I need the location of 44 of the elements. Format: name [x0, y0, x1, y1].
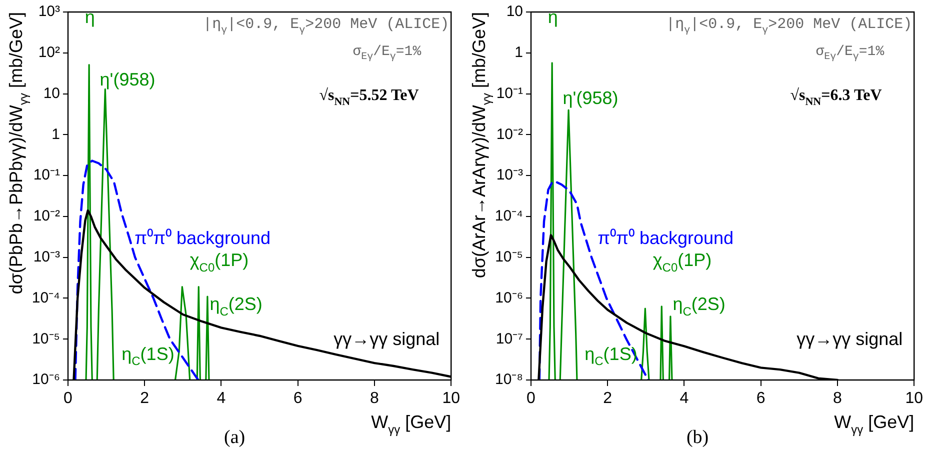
y-tick-label: 10³ [38, 3, 60, 20]
y-tick-label: 10 [43, 84, 60, 102]
y-tick-label: 10⁻⁵ [495, 248, 523, 266]
x-tick-label: 6 [756, 390, 766, 408]
series-label: π⁰π⁰ background [134, 228, 271, 248]
series-label: η'(958) [100, 70, 156, 90]
y-tick-label: 10⁻³ [33, 248, 60, 266]
text: (b) [686, 427, 709, 448]
series-label: π⁰π⁰ background [598, 228, 734, 248]
y-axis-title: dσ(PbPb→PbPbγγ)/dWγγ [mb/GeV] [6, 12, 30, 294]
x-tick-label: 4 [680, 390, 689, 408]
y-tick-label: 10⁻⁶ [495, 289, 523, 306]
y-tick-label: 10⁻⁴ [32, 289, 60, 306]
y-tick-label: 10⁻¹ [496, 84, 523, 102]
y-tick-label: 10⁻¹ [33, 166, 60, 184]
x-tick-label: 2 [603, 390, 612, 408]
series-label: γγ→γγ signal [796, 329, 903, 350]
text: η [84, 7, 95, 28]
x-tick-label: 4 [216, 390, 226, 408]
y-tick-label: 10⁻³ [496, 166, 523, 184]
y-tick-label: 10⁻⁴ [494, 208, 523, 225]
x-tick-label: 6 [293, 390, 302, 408]
y-tick-label: 10⁻⁷ [496, 330, 523, 348]
y-tick-label: 10⁻² [496, 126, 523, 143]
y-tick-label: 10⁻⁶ [32, 371, 60, 388]
y-axis-title: dσ(ArAr→ArArγγ)/dWγγ [mb/GeV] [469, 12, 494, 278]
x-tick-label: 10 [442, 390, 460, 408]
y-tick-label: 10² [38, 44, 60, 62]
series-label: γγ→γγ signal [334, 329, 440, 350]
y-tick-label: 1 [52, 126, 60, 143]
y-tick-label: 1 [514, 44, 523, 62]
text: η [548, 7, 558, 28]
x-tick-label: 2 [140, 390, 150, 408]
x-tick-label: 0 [526, 390, 536, 408]
series-label: η'(958) [562, 88, 618, 108]
text: (a) [224, 427, 246, 448]
x-tick-label: 8 [370, 390, 380, 408]
y-tick-label: 10⁻² [33, 208, 60, 225]
x-tick-label: 10 [905, 390, 924, 408]
y-tick-label: 10⁻⁵ [32, 330, 60, 348]
y-tick-label: 10⁻⁸ [494, 371, 523, 388]
y-tick-label: 10 [506, 3, 523, 20]
x-tick-label: 0 [64, 390, 73, 408]
x-tick-label: 8 [833, 390, 842, 408]
